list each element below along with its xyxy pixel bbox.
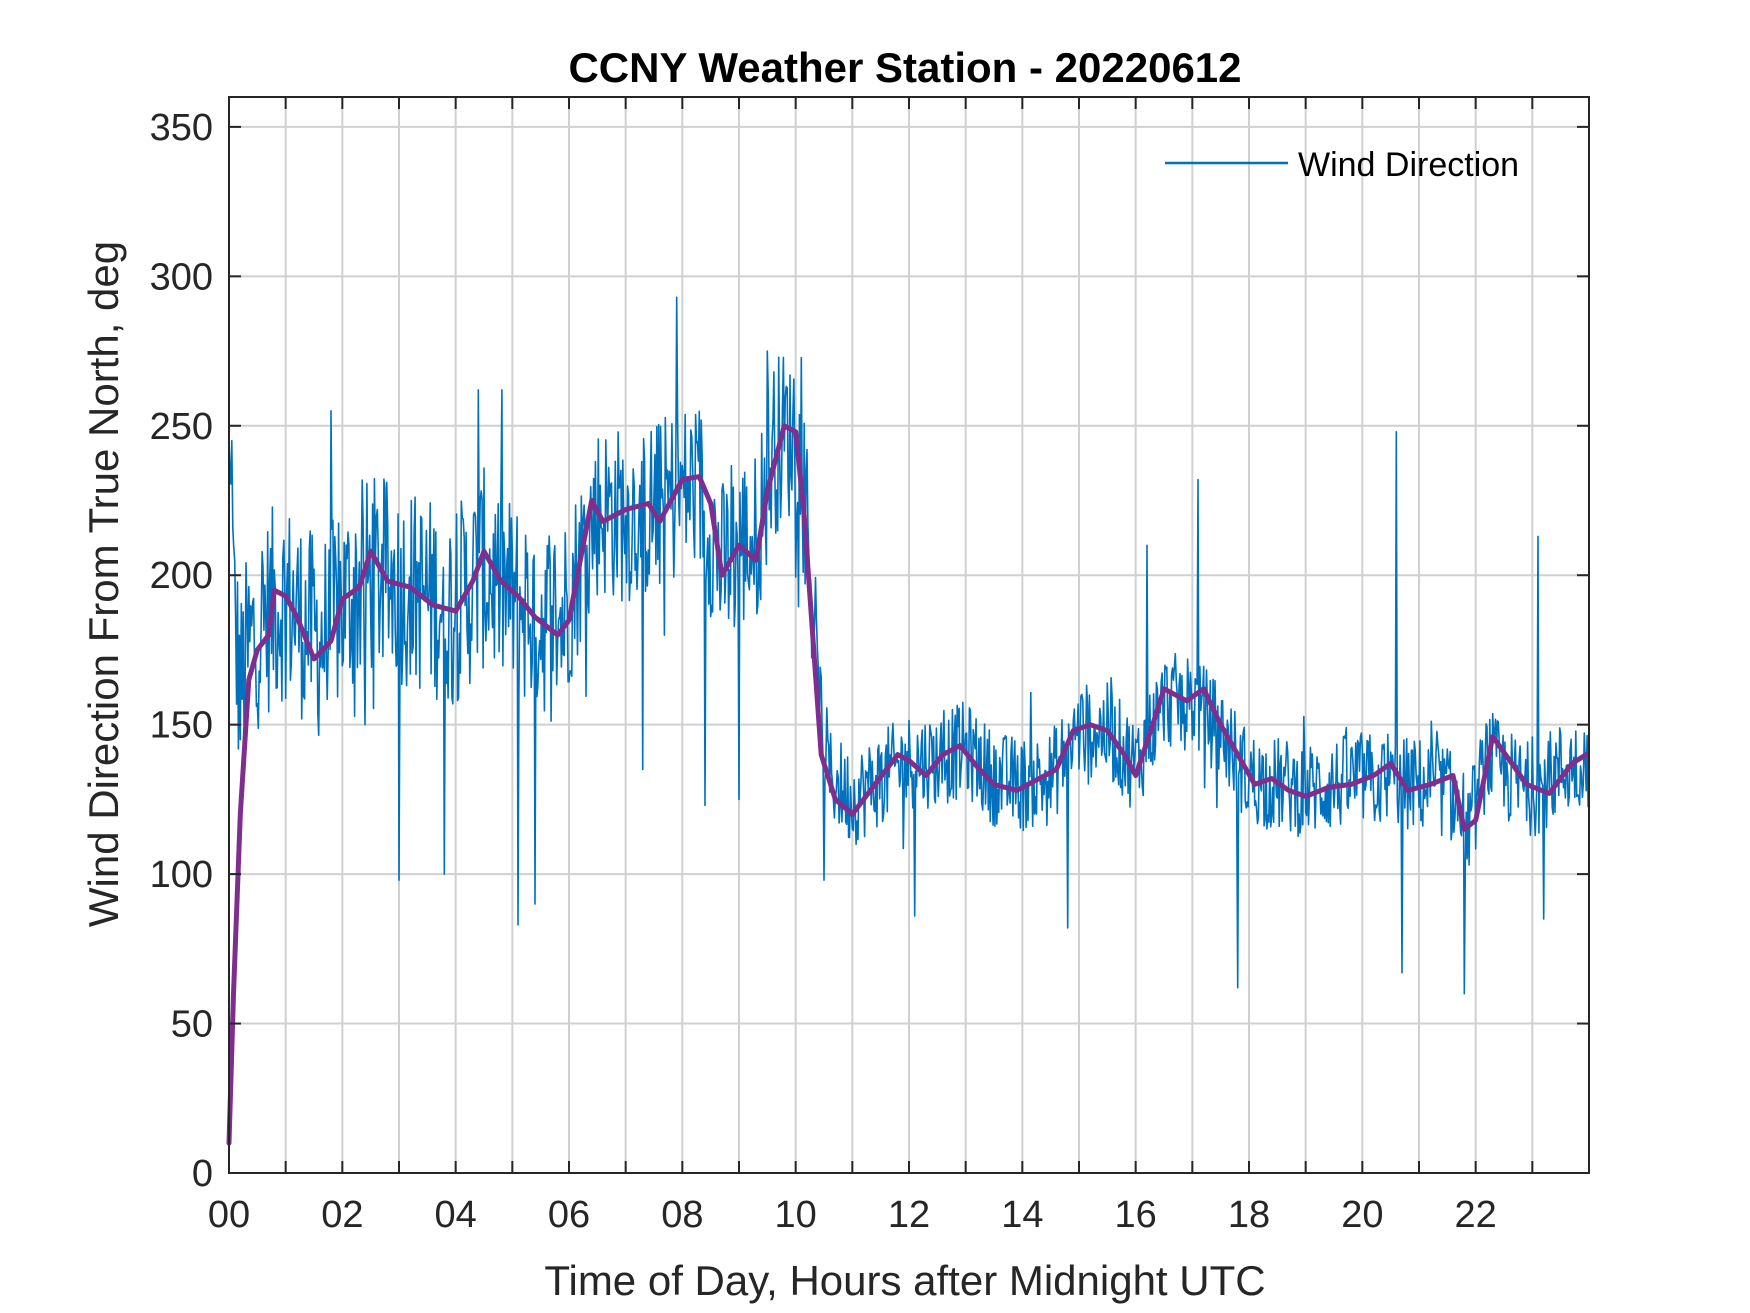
series-line-smoothed: [226, 423, 1589, 1146]
y-tick-label: 200: [150, 555, 213, 597]
y-tick-label: 300: [150, 256, 213, 298]
x-axis-label: Time of Day, Hours after Midnight UTC: [544, 1257, 1265, 1304]
x-tick-label: 16: [1115, 1194, 1157, 1236]
y-tick-label: 50: [171, 1004, 213, 1046]
series-line-wind-direction: [228, 296, 1589, 995]
x-tick-label: 00: [208, 1194, 250, 1236]
legend-label-wind-direction: Wind Direction: [1298, 146, 1519, 184]
grid: [229, 97, 1589, 1173]
x-tick-label: 14: [1001, 1194, 1043, 1236]
x-tick-label: 06: [548, 1194, 590, 1236]
y-tick-label: 150: [150, 705, 213, 747]
chart-title: CCNY Weather Station - 20220612: [568, 44, 1241, 91]
y-tick-label: 100: [150, 854, 213, 896]
x-tick-label: 10: [775, 1194, 817, 1236]
x-tick-label: 22: [1455, 1194, 1497, 1236]
y-tick-label: 350: [150, 107, 213, 149]
ticks: 00 02 04 06 08 10 12 14 16 18 20 22 0 50 100 150 200 250 3…: [150, 97, 1590, 1236]
y-axis-label: Wind Direction From True North, deg: [80, 241, 127, 927]
data-layer: [226, 296, 1589, 1146]
x-tick-label: 08: [661, 1194, 703, 1236]
y-tick-label: 250: [150, 406, 213, 448]
x-tick-label: 12: [888, 1194, 930, 1236]
x-tick-label: 18: [1228, 1194, 1270, 1236]
x-tick-label: 02: [321, 1194, 363, 1236]
legend: Wind Direction: [1165, 146, 1519, 184]
x-tick-label: 20: [1341, 1194, 1383, 1236]
y-tick-label: 0: [192, 1153, 213, 1195]
x-tick-label: 04: [435, 1194, 477, 1236]
